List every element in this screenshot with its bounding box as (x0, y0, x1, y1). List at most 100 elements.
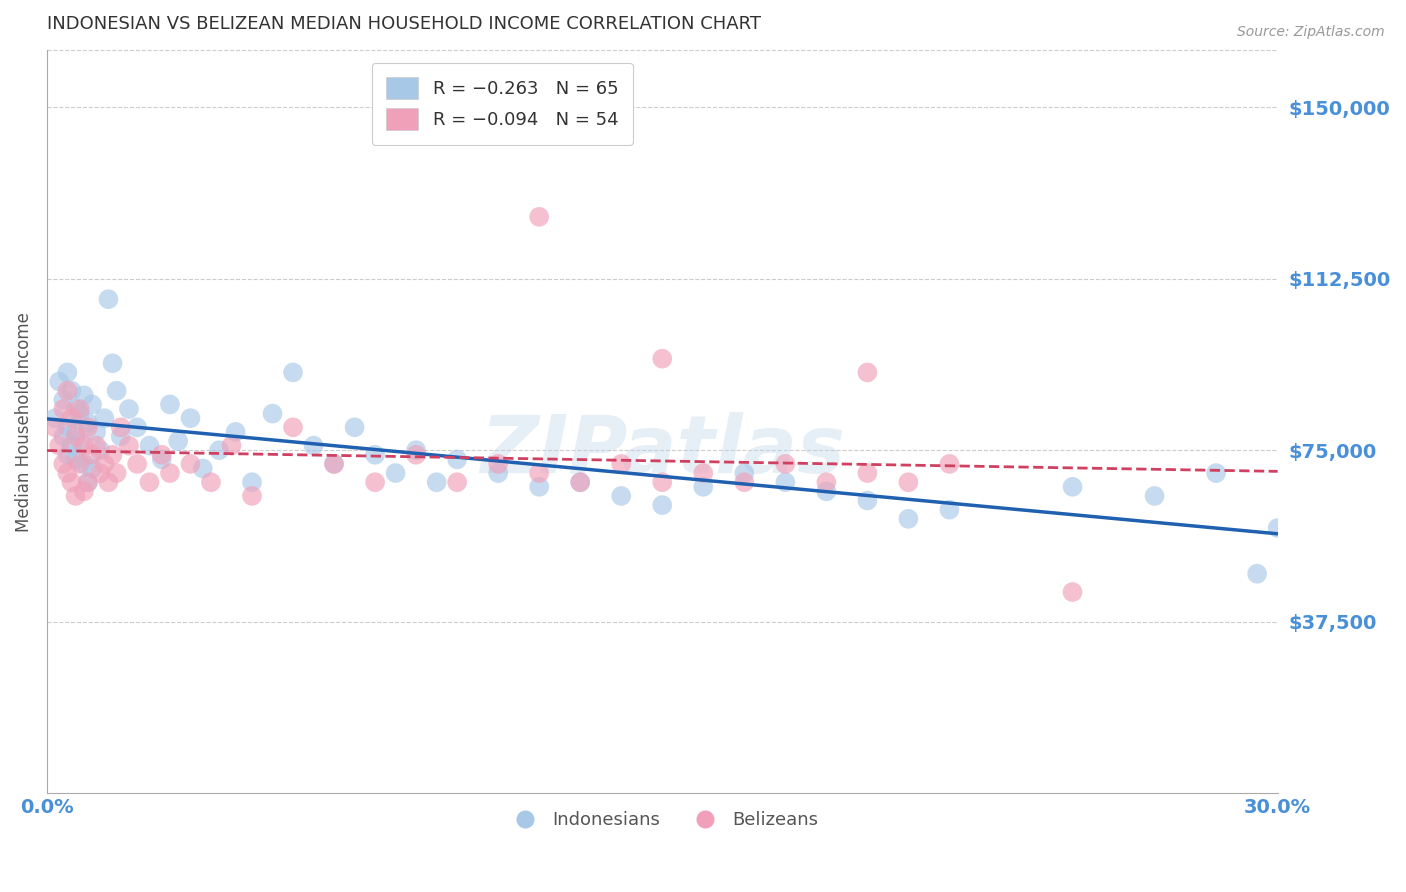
Point (84, 425, 107, 439)
Point (44, 411, 66, 425)
Point (60, 439, 83, 453)
Point (52, 392, 75, 407)
Point (775, 457, 797, 471)
Point (208, 443, 231, 458)
Point (159, 397, 181, 411)
Point (56, 466, 79, 480)
Point (179, 411, 201, 425)
Point (1246, 566, 1268, 581)
Text: INDONESIAN VS BELIZEAN MEDIAN HOUSEHOLD INCOME CORRELATION CHART: INDONESIAN VS BELIZEAN MEDIAN HOUSEHOLD … (46, 15, 761, 33)
Point (65, 429, 87, 443)
Point (1143, 489, 1166, 503)
Point (93, 411, 115, 425)
Point (69, 457, 91, 471)
Point (262, 407, 284, 421)
Point (569, 475, 592, 490)
Point (73, 439, 96, 453)
Point (527, 210, 550, 224)
Point (110, 429, 132, 443)
Point (56, 365, 79, 379)
Point (938, 457, 960, 471)
Point (856, 493, 879, 508)
Point (60, 475, 83, 490)
Point (610, 457, 633, 471)
Point (89, 466, 111, 480)
Point (281, 420, 304, 434)
Point (527, 466, 550, 480)
Point (610, 489, 633, 503)
Point (97, 475, 120, 490)
Point (80, 461, 103, 475)
Point (938, 502, 960, 516)
Point (77, 420, 100, 434)
Point (1062, 480, 1084, 494)
Legend: Indonesians, Belizeans: Indonesians, Belizeans (499, 804, 825, 837)
Point (775, 475, 797, 490)
Point (405, 443, 427, 458)
Point (118, 439, 141, 453)
Point (240, 489, 263, 503)
Point (240, 475, 263, 490)
Point (323, 457, 346, 471)
Point (343, 420, 366, 434)
Point (302, 439, 325, 453)
Point (105, 384, 128, 398)
Y-axis label: Median Household Income: Median Household Income (15, 311, 32, 532)
Point (110, 420, 132, 434)
Point (426, 475, 449, 490)
Point (44, 420, 66, 434)
Point (651, 498, 673, 512)
Point (77, 475, 100, 490)
Point (815, 475, 838, 490)
Point (159, 466, 181, 480)
Point (856, 466, 879, 480)
Point (150, 452, 173, 467)
Text: ZIPatlas: ZIPatlas (479, 412, 845, 491)
Point (527, 480, 550, 494)
Point (77, 416, 100, 430)
Point (52, 429, 75, 443)
Point (405, 448, 427, 462)
Point (80, 397, 103, 411)
Point (101, 356, 124, 370)
Point (73, 388, 96, 402)
Point (1062, 585, 1084, 599)
Point (150, 448, 173, 462)
Point (323, 457, 346, 471)
Point (84, 439, 107, 453)
Point (69, 402, 91, 417)
Point (446, 475, 468, 490)
Point (65, 402, 87, 417)
Point (1205, 466, 1227, 480)
Point (97, 292, 120, 306)
Point (897, 512, 920, 526)
Point (101, 448, 124, 462)
Point (127, 457, 149, 471)
Point (89, 443, 111, 458)
Point (167, 434, 190, 448)
Point (80, 448, 103, 462)
Point (692, 480, 714, 494)
Point (127, 420, 149, 434)
Point (48, 375, 70, 389)
Point (486, 466, 509, 480)
Point (56, 448, 79, 462)
Point (651, 351, 673, 366)
Point (446, 452, 468, 467)
Point (65, 452, 87, 467)
Point (733, 475, 755, 490)
Point (569, 475, 592, 490)
Point (138, 439, 160, 453)
Point (384, 466, 406, 480)
Point (73, 484, 96, 499)
Point (486, 457, 509, 471)
Point (105, 466, 128, 480)
Point (191, 461, 214, 475)
Point (692, 466, 714, 480)
Point (651, 475, 673, 490)
Point (1267, 521, 1289, 535)
Point (93, 457, 115, 471)
Point (48, 439, 70, 453)
Point (56, 384, 79, 398)
Point (65, 425, 87, 439)
